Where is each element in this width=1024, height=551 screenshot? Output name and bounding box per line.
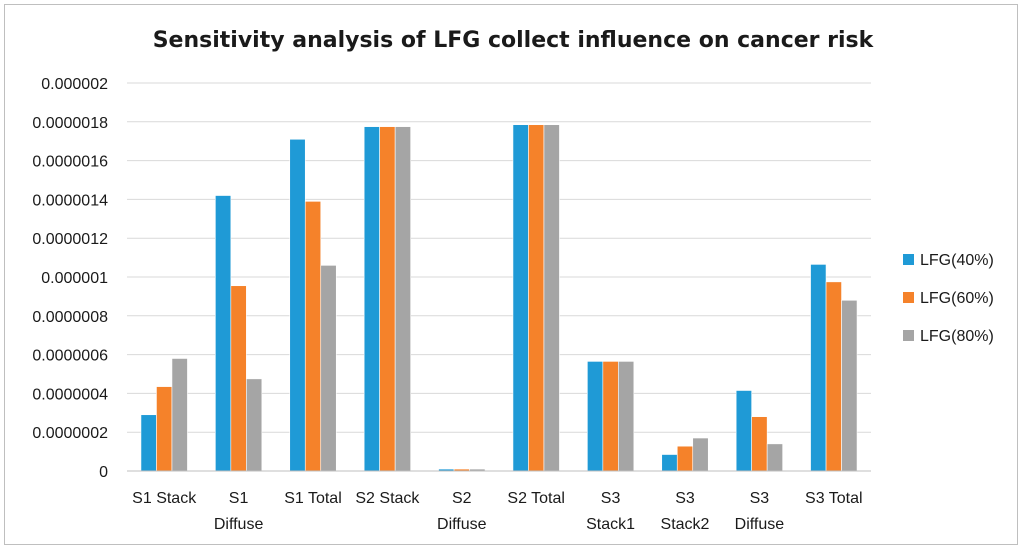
y-tick-label: 0.0000016	[32, 154, 108, 171]
bar	[363, 126, 380, 472]
y-tick-label: 0.0000018	[32, 115, 108, 132]
x-category-label: S2 Stack	[355, 490, 420, 507]
bar	[528, 124, 545, 472]
x-category-label: S3 Total	[805, 490, 863, 507]
bar	[156, 386, 173, 472]
x-category-label: S1 Stack	[132, 490, 197, 507]
legend-swatch	[903, 292, 914, 303]
bar	[692, 437, 709, 472]
bar	[289, 138, 306, 472]
x-axis-categories: S1 Stack S1 Diffuse S1 Total S2 Stack S2 Diffu…	[132, 490, 862, 533]
bar	[587, 361, 604, 472]
bar	[215, 195, 232, 472]
legend-swatch	[903, 254, 914, 265]
bar	[140, 414, 157, 472]
legend-label: LFG(80%)	[920, 328, 994, 345]
bar	[379, 126, 396, 472]
bar	[825, 281, 842, 472]
bar	[751, 416, 768, 472]
x-category-label: S1 Diffuse	[214, 490, 264, 533]
legend-swatch	[903, 330, 914, 341]
bar	[246, 378, 263, 472]
y-tick-label: 0.0000004	[32, 386, 108, 403]
x-category-label: S3 Stack1	[586, 490, 635, 533]
bar	[543, 124, 560, 472]
x-category-label: S1 Total	[284, 490, 342, 507]
bar	[230, 285, 247, 472]
bar	[810, 264, 827, 472]
y-tick-label: 0.000001	[41, 270, 108, 287]
y-tick-label: 0	[99, 464, 108, 481]
y-tick-label: 0.0000006	[32, 348, 108, 365]
y-tick-label: 0.0000014	[32, 192, 108, 209]
y-tick-label: 0.0000002	[32, 425, 108, 442]
bar	[661, 454, 678, 472]
bar	[735, 390, 752, 472]
x-category-label: S2 Diffuse	[437, 490, 487, 533]
bar	[304, 201, 322, 472]
legend-label: LFG(60%)	[920, 290, 994, 307]
bars	[140, 124, 858, 472]
bar	[841, 299, 858, 472]
legend-label: LFG(40%)	[920, 252, 994, 269]
bar	[512, 124, 529, 472]
x-category-label: S3 Diffuse	[735, 490, 785, 533]
bar	[394, 126, 411, 472]
bar	[618, 361, 635, 472]
y-tick-label: 0.0000008	[32, 309, 108, 326]
legend: LFG(40%) LFG(60%) LFG(80%)	[903, 252, 994, 345]
x-category-label: S2 Total	[507, 490, 565, 507]
chart-title: Sensitivity analysis of LFG collect infl…	[153, 28, 875, 53]
bar	[171, 358, 188, 472]
x-category-label: S3 Stack2	[661, 490, 710, 533]
y-axis-ticks: 0 0.0000002 0.0000004 0.0000006 0.0000008 0.0…	[32, 76, 108, 481]
bar	[766, 443, 783, 472]
bar	[602, 361, 619, 472]
y-tick-label: 0.000002	[41, 76, 108, 93]
y-tick-label: 0.0000012	[32, 231, 108, 248]
bar	[676, 445, 694, 472]
bar	[320, 265, 337, 472]
